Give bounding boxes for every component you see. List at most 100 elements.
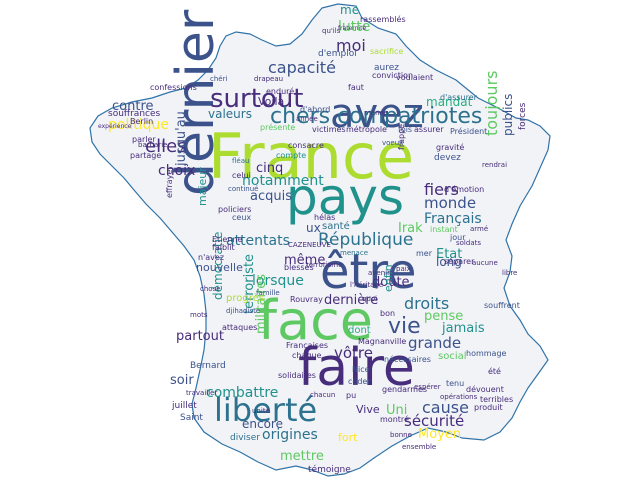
word-partage: partage: [130, 151, 162, 160]
word-travailler: travailler: [186, 389, 218, 397]
word-jusqu-au: jusqu'au: [174, 111, 189, 166]
word-paix: paix: [396, 265, 411, 273]
word-fiers: fiers: [424, 180, 459, 199]
word-quoi: quoi: [362, 295, 378, 303]
word-djihadiste: djihadiste: [226, 307, 261, 315]
word-partout: partout: [176, 329, 224, 344]
word-terrorisme: terrorisme: [306, 261, 343, 269]
word-aurez: aurez: [374, 63, 399, 73]
word-fileau: fléau: [232, 157, 250, 165]
word-mer: mer: [416, 249, 433, 258]
word-jour: jour: [450, 233, 466, 242]
word-vie: vie: [388, 314, 421, 339]
word-voulaient: voulaient: [396, 73, 434, 82]
word-d-assurer: d'assurer: [440, 93, 477, 102]
word-acquis: acquis: [250, 189, 292, 204]
word-encore: encore: [242, 417, 283, 431]
word-juillet: juillet: [172, 401, 197, 411]
word-effrayer: effrayer: [165, 166, 174, 198]
word-terribles: terribles: [480, 395, 514, 404]
word-pu: pu: [346, 391, 357, 400]
word-votre: vôtre: [334, 344, 374, 362]
word-droits: droits: [404, 294, 450, 313]
word-moi: moi: [336, 36, 366, 55]
word-notamment: notamment: [242, 173, 324, 189]
word-surtout: surtout: [210, 84, 304, 114]
word-cheri: chéri: [210, 75, 228, 83]
word-bonne: bonne: [390, 431, 412, 439]
word-chers-compatriotes: chers compatriotes: [270, 104, 483, 129]
word-chose: chose: [200, 285, 221, 293]
word-tenu: tenu: [446, 379, 465, 388]
word-drapeau: drapeau: [254, 75, 284, 83]
word-endure: enduré: [266, 87, 295, 96]
word-compte: compte: [276, 151, 307, 160]
word-sacrifice: sacrifice: [370, 47, 404, 56]
word-unite: unité: [252, 407, 270, 415]
word-soldats: soldats: [456, 239, 481, 247]
word-menee: menée: [364, 109, 389, 117]
word-souffrent: souffrent: [484, 301, 520, 310]
word-rassembles: rassemblés: [360, 15, 406, 24]
word-combattre: combattre: [206, 385, 279, 401]
word-etre: être: [320, 244, 417, 300]
word-ceux: ceux: [232, 213, 252, 222]
word-attaques: attaques: [222, 323, 258, 332]
word-vive: Vive: [356, 403, 380, 416]
word-lutte: lutte: [338, 19, 371, 35]
word-experience: expérience: [98, 123, 132, 130]
word-gravite: gravité: [436, 143, 465, 152]
word-cazeneuve: CAZENEUVE: [288, 241, 331, 249]
word-bernard: Bernard: [190, 361, 226, 371]
word-devouent: dévouent: [466, 385, 504, 394]
word-consacre: consacre: [288, 141, 324, 150]
word-elles: elles: [145, 136, 187, 157]
word-faiblit: faiblit: [212, 243, 235, 252]
word-etat: Etat: [436, 247, 463, 262]
word-magnanville: Magnanville: [358, 337, 407, 346]
word-chacun: chacun: [310, 391, 336, 399]
word-mettre: mettre: [280, 449, 324, 464]
word-chaque: chaque: [292, 351, 322, 360]
word-montre: montré: [380, 415, 409, 424]
word-rouvray: Rouvray: [290, 295, 323, 304]
word-nouvelle: nouvelle: [196, 261, 243, 274]
word-blesses: blessés: [284, 263, 314, 272]
word-doute: doute: [372, 275, 410, 290]
word-long: long: [436, 255, 462, 269]
word-confessions: confessions: [150, 83, 197, 92]
word-progres: progrès: [226, 293, 264, 304]
word-origines: origines: [262, 427, 318, 443]
word-conviction: conviction: [372, 71, 414, 80]
word-contre: contre: [112, 99, 154, 114]
word-lorsque: lorsque: [252, 273, 304, 289]
word-qu-ils: qu'ils: [322, 27, 341, 35]
word-mots: mots: [190, 311, 208, 319]
word-politique: politique: [108, 117, 169, 133]
word-social: social: [438, 351, 467, 362]
word-annee: année: [296, 115, 318, 123]
word-separer: séparer: [444, 257, 475, 266]
word-fraternite: fraternité: [338, 25, 367, 32]
word-president: Président: [450, 127, 488, 136]
word-souffrances: souffrances: [108, 109, 161, 119]
word-pays: pays: [286, 168, 405, 226]
word-presente: présente: [260, 123, 296, 132]
word-republique: République: [318, 230, 414, 250]
word-sante: santé: [322, 221, 350, 232]
word-celui: celui: [232, 171, 251, 180]
word-meme: même: [284, 253, 326, 268]
word-moyen: Moyen: [418, 427, 462, 442]
word-diviser: diviser: [230, 433, 260, 443]
word-derniere: dernière: [324, 293, 379, 308]
word-d-abord: d'abord: [300, 105, 331, 114]
word-francais: Français: [424, 211, 482, 227]
word-faire: faire: [298, 338, 415, 398]
word-temoigne: témoigne: [308, 465, 351, 475]
word-gendarmes: gendarmes: [382, 385, 428, 394]
word-ceder: céder: [348, 377, 371, 386]
word-jamais: jamais: [442, 321, 485, 336]
word-fois: fois: [398, 125, 413, 134]
word-esperer: espérer: [414, 383, 441, 391]
